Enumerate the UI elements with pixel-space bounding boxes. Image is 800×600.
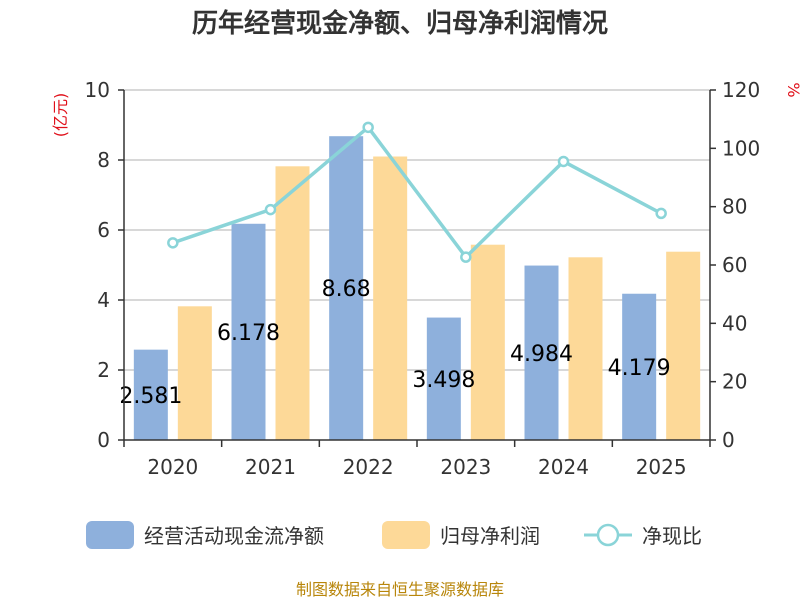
cashflow-bar	[133, 349, 168, 440]
ratio-point	[167, 237, 179, 249]
cashflow-data-label: 3.498	[412, 368, 475, 393]
cashflow-bar	[524, 265, 559, 440]
ratio-point	[557, 155, 570, 168]
x-tick-label: 2023	[440, 455, 491, 479]
ratio-point	[655, 207, 667, 220]
legend-label-cashflow: 经营活动现金流净额	[144, 524, 324, 548]
cashflow-data-label: 4.179	[608, 356, 671, 381]
right-tick-label: 120	[722, 78, 760, 102]
right-tick-label: 20	[722, 370, 747, 394]
net-profit-bar	[568, 257, 603, 440]
cashflow-data-label: 6.178	[217, 321, 280, 346]
right-tick-label: 80	[722, 195, 747, 219]
left-tick-label: 4	[97, 288, 110, 312]
net-profit-bar	[275, 166, 310, 441]
net-profit-bar	[373, 156, 408, 440]
x-tick-label: 2022	[343, 455, 394, 479]
legend-marker-ratio	[596, 523, 620, 547]
net-profit-bar	[470, 244, 505, 440]
x-tick-label: 2021	[245, 455, 296, 479]
ratio-point	[460, 251, 472, 263]
left-tick-label: 10	[85, 78, 110, 102]
cashflow-data-label: 4.984	[510, 342, 573, 367]
cashflow-bar	[231, 223, 266, 440]
cashflow-bar	[329, 136, 364, 440]
bar-data-labels: 2.581 6.178 8.68 3.498 4.984 4.179	[119, 277, 670, 409]
x-tick-label: 2025	[636, 455, 687, 479]
left-axis-unit: (亿元)	[51, 93, 70, 138]
source-note: 制图数据来自恒生聚源数据库	[296, 580, 504, 599]
x-tick-label: 2024	[538, 455, 589, 479]
right-tick-label: 60	[722, 253, 747, 277]
bars	[133, 136, 701, 441]
x-tick-label: 2020	[147, 455, 198, 479]
chart-title: 历年经营现金净额、归母净利润情况	[192, 8, 608, 39]
left-tick-label: 0	[97, 428, 110, 452]
right-tick-label: 0	[722, 428, 735, 452]
ratio-point	[264, 203, 277, 216]
left-tick-label: 6	[97, 218, 110, 242]
legend: 经营活动现金流净额 归母净利润 净现比	[86, 521, 702, 549]
net-profit-bar	[666, 251, 701, 440]
left-tick-label: 2	[97, 358, 110, 382]
right-tick-label: 100	[722, 136, 760, 160]
cashflow-bar	[426, 317, 461, 440]
right-axis-unit: %	[784, 82, 800, 97]
cashflow-data-label: 2.581	[119, 384, 182, 409]
legend-swatch-cashflow	[86, 521, 134, 549]
legend-label-ratio: 净现比	[642, 524, 702, 548]
legend-swatch-net-profit	[382, 521, 430, 549]
cashflow-bar	[622, 293, 657, 440]
net-profit-bar	[177, 306, 212, 440]
legend-label-net-profit: 归母净利润	[440, 524, 540, 548]
gridlines	[124, 89, 710, 371]
right-tick-label: 40	[722, 311, 747, 335]
ratio-series-line	[172, 124, 662, 260]
ratio-line	[167, 121, 667, 263]
left-tick-label: 8	[97, 148, 110, 172]
ratio-point	[362, 121, 374, 134]
cashflow-data-label: 8.68	[322, 277, 371, 302]
